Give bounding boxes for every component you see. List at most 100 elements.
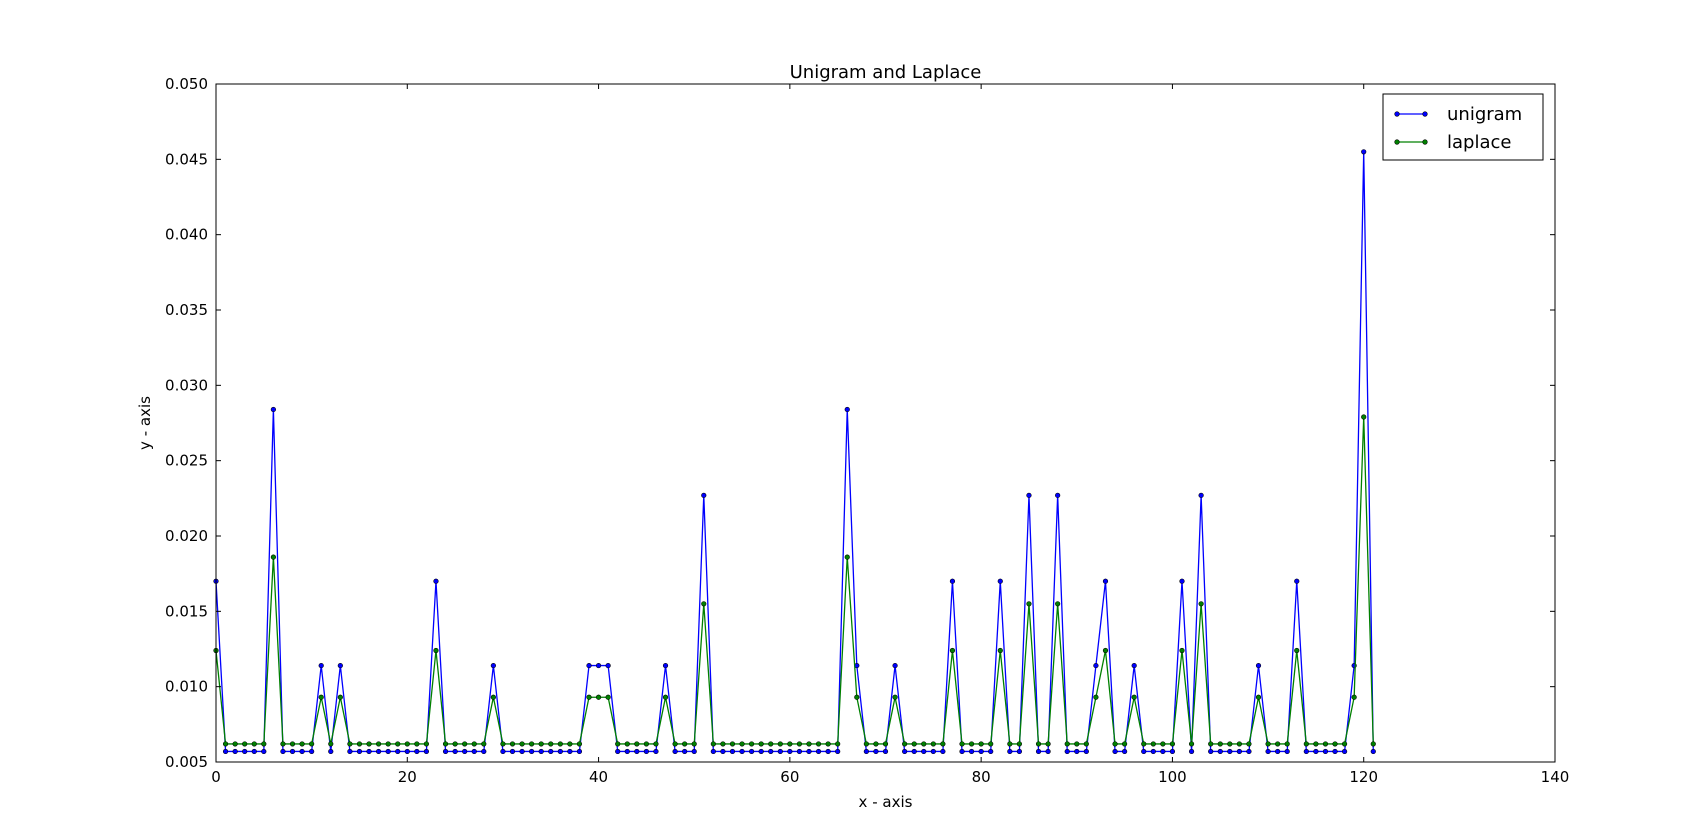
unigram-point xyxy=(328,748,334,755)
laplace-point xyxy=(270,554,276,560)
laplace-point xyxy=(1112,741,1118,747)
legend: unigram laplace xyxy=(1382,93,1544,161)
laplace-point xyxy=(1083,741,1089,747)
laplace-point xyxy=(997,647,1003,654)
laplace-point xyxy=(242,741,248,747)
unigram-point xyxy=(1055,492,1061,498)
laplace-point xyxy=(1160,741,1166,747)
unigram-point xyxy=(806,748,812,755)
laplace-point xyxy=(280,741,286,747)
unigram-point xyxy=(701,492,707,498)
laplace-point xyxy=(1303,741,1309,747)
laplace-point xyxy=(337,694,343,700)
plot-area xyxy=(213,149,1376,755)
unigram-point xyxy=(615,748,621,755)
laplace-point xyxy=(395,741,401,747)
legend-box xyxy=(1382,93,1544,161)
laplace-point xyxy=(1284,741,1290,747)
laplace-point xyxy=(662,694,669,700)
unigram-point xyxy=(1150,748,1156,755)
laplace-point xyxy=(251,741,257,747)
legend-label: unigram xyxy=(1447,104,1522,125)
unigram-point xyxy=(748,748,755,755)
y-tick-label: 0.040 xyxy=(165,226,208,244)
laplace-point xyxy=(289,741,296,747)
laplace-point xyxy=(1227,741,1233,747)
laplace-point xyxy=(538,741,544,747)
unigram-point xyxy=(1131,662,1137,669)
laplace-point xyxy=(299,741,305,747)
laplace-point xyxy=(930,741,936,747)
laplace-point xyxy=(519,741,525,747)
laplace-point xyxy=(796,741,803,747)
laplace-point xyxy=(222,741,229,747)
unigram-point xyxy=(844,406,850,413)
x-tick-label: 100 xyxy=(1158,768,1187,786)
chart-title: Unigram and Laplace xyxy=(790,62,982,83)
laplace-point xyxy=(1208,741,1214,747)
unigram-point xyxy=(1370,748,1376,755)
unigram-point xyxy=(242,748,248,755)
laplace-point xyxy=(672,741,678,747)
laplace-point xyxy=(1169,741,1176,747)
laplace-point xyxy=(1093,694,1099,700)
x-tick-label: 120 xyxy=(1349,768,1378,786)
unigram-point xyxy=(548,748,554,755)
unigram-point xyxy=(471,748,477,755)
y-tick-label: 0.010 xyxy=(165,678,208,696)
unigram-point xyxy=(624,748,630,755)
laplace-point xyxy=(1131,694,1137,700)
series-unigram xyxy=(213,149,1376,755)
laplace-point xyxy=(815,741,822,747)
laplace-point xyxy=(462,741,468,747)
unigram-point xyxy=(519,748,525,755)
laplace-point xyxy=(902,741,908,747)
unigram-point xyxy=(347,748,353,755)
laplace-point xyxy=(1179,647,1185,654)
laplace-point xyxy=(710,741,716,747)
unigram-point xyxy=(1122,748,1128,755)
unigram-point xyxy=(1179,578,1185,584)
laplace-point xyxy=(854,694,860,700)
unigram-point xyxy=(289,748,296,755)
unigram-point xyxy=(375,748,382,755)
laplace-point xyxy=(1074,741,1080,747)
unigram-point xyxy=(557,748,563,755)
unigram-point xyxy=(930,748,936,755)
laplace-point xyxy=(1341,741,1348,747)
unigram-point xyxy=(758,748,764,755)
unigram-point xyxy=(270,406,276,413)
unigram-point xyxy=(729,748,736,755)
unigram-point xyxy=(739,748,745,755)
x-tick-label: 20 xyxy=(398,768,417,786)
unigram-point xyxy=(490,662,496,669)
y-tick-label: 0.015 xyxy=(165,602,208,620)
unigram-point xyxy=(538,748,544,755)
unigram-point xyxy=(921,748,927,755)
laplace-point xyxy=(1370,741,1376,747)
laplace-point xyxy=(988,741,994,747)
laplace-point xyxy=(701,601,707,607)
laplace-point xyxy=(1035,741,1042,747)
unigram-point xyxy=(882,748,889,755)
legend-label: laplace xyxy=(1447,132,1511,153)
laplace-point xyxy=(949,647,956,654)
laplace-point xyxy=(309,741,315,747)
laplace-point xyxy=(490,694,496,700)
unigram-point xyxy=(605,662,611,669)
unigram-point xyxy=(1007,748,1013,755)
unigram-point xyxy=(1227,748,1233,755)
unigram-point xyxy=(1169,748,1176,755)
unigram-point xyxy=(500,748,506,755)
axis-ticks: 0 20 40 60 80 100 120 140 0.005 0.010 0.015 0.020 0.… xyxy=(165,75,1569,786)
laplace-point xyxy=(682,741,688,747)
laplace-point xyxy=(739,741,745,747)
laplace-point xyxy=(968,741,975,747)
legend-entry-laplace: laplace xyxy=(1394,132,1511,153)
unigram-point xyxy=(1093,662,1099,669)
laplace-point xyxy=(787,741,793,747)
y-axis-label: y - axis xyxy=(136,396,154,450)
laplace-point xyxy=(1236,741,1242,747)
unigram-point xyxy=(462,748,468,755)
laplace-point xyxy=(1188,741,1195,747)
